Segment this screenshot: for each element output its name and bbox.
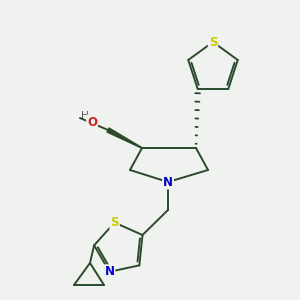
Text: O: O xyxy=(87,116,97,128)
Text: H: H xyxy=(81,111,89,121)
Polygon shape xyxy=(107,128,142,148)
Text: N: N xyxy=(104,265,114,278)
Text: N: N xyxy=(163,176,173,188)
Text: S: S xyxy=(209,35,217,49)
Text: S: S xyxy=(110,216,119,229)
